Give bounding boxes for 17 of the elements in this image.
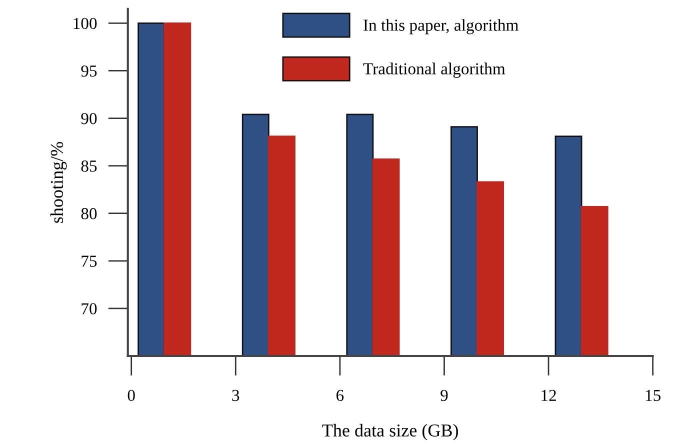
- y-tick-label: 75: [82, 256, 97, 267]
- x-tick-label: 6: [336, 390, 344, 402]
- x-tick-label: 15: [646, 390, 660, 402]
- y-tick-label: 90: [81, 112, 97, 124]
- y-tick-label: 80: [81, 208, 97, 220]
- x-tick-label: 0: [128, 390, 135, 402]
- x-tick-label: 3: [232, 390, 240, 402]
- x-axis-title: The data size (GB): [322, 424, 458, 440]
- y-axis-title: shooting/%: [50, 142, 67, 223]
- x-tick-label: 12: [542, 390, 556, 401]
- x-tick-label: 9: [440, 390, 448, 402]
- y-tick-label: 100: [74, 18, 97, 30]
- y-tick-label: 70: [82, 303, 97, 314]
- y-tick-label: 85: [81, 160, 97, 172]
- legend-label: In this paper, algorithm: [364, 19, 518, 34]
- y-tick-label: 95: [81, 65, 97, 77]
- legend-label: Traditional algorithm: [363, 62, 506, 78]
